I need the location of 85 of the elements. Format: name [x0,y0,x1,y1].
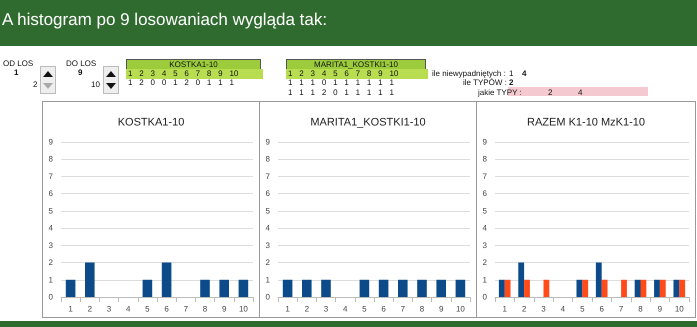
text: 4 [522,69,526,79]
x-tick-label: 2 [304,304,310,314]
x-tick-label: 4 [342,304,348,314]
text: 2 [33,80,38,90]
x-tick-label: 5 [580,304,586,314]
text: MARITA1_KOSTKI1-10 [286,59,426,71]
text: ile niewypadniętych : [432,69,506,78]
x-tick-label: 8 [638,304,644,314]
text: KOSTKA1-10 [126,59,261,71]
text: 4 [578,88,582,98]
x-tick-label: 7 [184,304,189,314]
x-tick-label: 1 [502,304,508,314]
y-tick-label: 4 [48,224,54,233]
text: 2 [509,78,514,88]
y-tick-label: 6 [482,189,488,198]
text: 1 2 3 4 5 6 7 8 9 10 [126,69,263,79]
text: A histogram po 9 losowaniach wygląda tak: [2,10,328,30]
y-tick-label: 1 [266,275,271,284]
text: 9 [78,68,82,78]
chart-title: RAZEM K1-10 MzK1-10 [527,116,645,128]
y-tick-label: 7 [48,172,54,181]
y-tick-label: 4 [266,224,271,233]
x-tick-label: 4 [126,304,131,314]
chart-title: MARITA1_KOSTKI1-10 [310,116,426,128]
x-tick-label: 3 [541,304,546,314]
text: 1 [14,68,18,78]
x-tick-label: 3 [106,304,112,314]
y-tick-label: 5 [48,206,54,216]
x-tick-label: 4 [560,304,566,314]
y-tick-label: 3 [482,240,488,250]
y-tick-label: 3 [266,240,271,250]
y-tick-label: 8 [266,154,271,164]
x-tick-label: 5 [362,304,368,314]
x-tick-label: 9 [222,304,227,314]
text: 2 [548,88,552,98]
y-tick-label: 9 [266,138,271,146]
chart-title: KOSTKA1-10 [118,116,184,128]
y-tick-label: 4 [482,224,488,233]
text: 1 [509,69,514,79]
x-tick-label: 9 [658,304,663,314]
y-tick-label: 1 [48,275,54,284]
text: DO LOS [66,59,96,69]
y-tick-label: 5 [482,206,488,216]
y-tick-label: 6 [48,189,54,198]
text: ile TYPÓW : [463,78,507,88]
text: 1 1 1 0 1 1 1 1 1 1 [287,78,394,88]
x-tick-label: 7 [618,304,624,314]
y-tick-label: 2 [482,258,488,268]
y-tick-label: 0 [266,292,271,302]
y-tick-label: 8 [482,154,488,164]
y-tick-label: 3 [48,240,54,250]
x-tick-label: 2 [88,304,93,314]
x-tick-label: 10 [456,304,466,314]
x-tick-label: 7 [400,304,406,314]
y-tick-label: 6 [266,189,271,198]
x-tick-label: 6 [164,304,170,314]
x-tick-label: 6 [599,304,604,314]
x-tick-label: 8 [202,304,208,314]
text: OD LOS [3,59,34,69]
x-tick-label: 1 [285,304,290,314]
x-tick-label: 2 [522,304,527,314]
y-tick-label: 0 [48,292,54,302]
x-tick-label: 8 [420,304,425,314]
x-tick-label: 5 [145,304,150,314]
y-tick-label: 1 [482,275,488,284]
y-tick-label: 0 [482,292,488,302]
text: 1 2 0 0 1 2 0 1 1 1 [127,78,234,88]
text: 1 1 1 2 0 1 1 1 1 1 [287,88,394,98]
y-tick-label: 2 [266,258,271,268]
x-tick-label: 9 [438,304,444,314]
x-tick-label: 3 [324,304,329,314]
y-tick-label: 9 [482,138,488,146]
x-tick-label: 10 [674,304,684,314]
text: 1 2 3 4 5 6 7 8 9 10 [286,69,428,79]
y-tick-label: 5 [266,206,271,216]
x-tick-label: 6 [381,304,386,314]
y-tick-label: 9 [48,138,54,146]
y-tick-label: 2 [48,258,54,268]
text: 10 [91,80,100,90]
y-tick-label: 7 [482,172,488,181]
y-tick-label: 7 [266,172,271,181]
x-tick-label: 1 [68,304,74,314]
x-tick-label: 10 [238,304,248,314]
text: jakie TYPY : [478,88,522,98]
y-tick-label: 8 [48,154,54,164]
